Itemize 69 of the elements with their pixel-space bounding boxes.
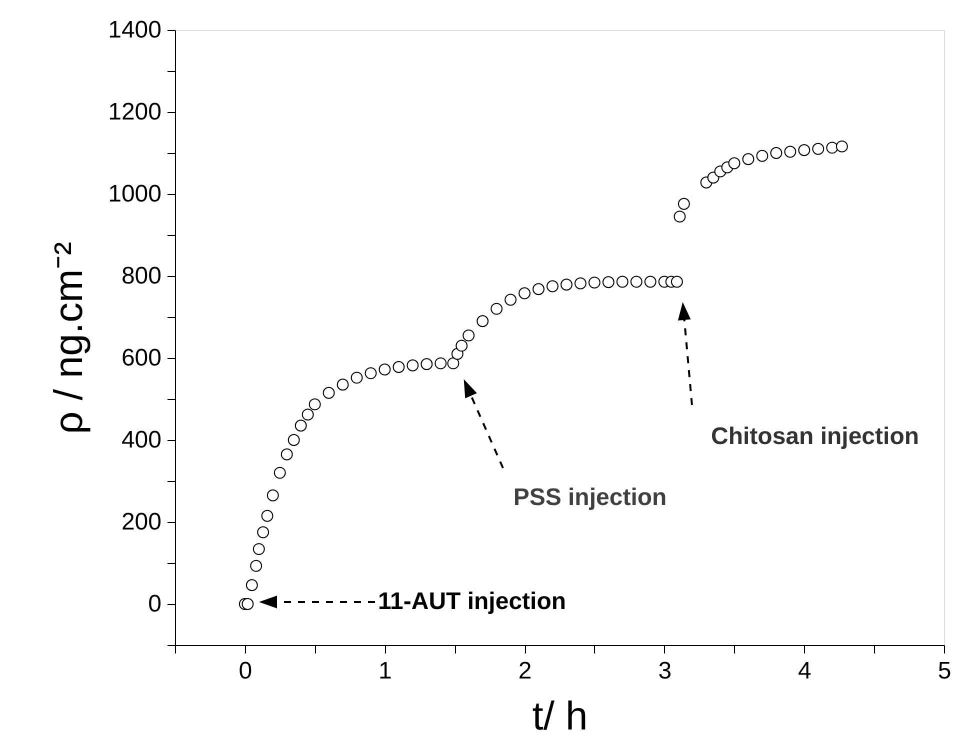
point <box>462 329 475 342</box>
point <box>302 408 314 421</box>
point <box>288 434 300 446</box>
point <box>728 157 740 170</box>
point <box>574 277 586 290</box>
point <box>674 210 686 223</box>
point <box>588 276 600 289</box>
point <box>476 315 489 328</box>
point <box>812 142 824 155</box>
point <box>261 510 274 522</box>
point <box>322 386 335 399</box>
y-tick-label: 200 <box>121 508 162 536</box>
point <box>532 283 545 296</box>
point <box>826 142 838 154</box>
point <box>308 398 321 410</box>
x-tick-label: 2 <box>518 658 532 684</box>
point <box>518 287 531 300</box>
point <box>246 579 258 592</box>
point <box>602 276 614 288</box>
point <box>364 367 377 380</box>
point <box>770 147 782 159</box>
point <box>250 560 262 572</box>
annotation: Chitosan injection <box>710 423 920 450</box>
y-axis-title: ρ / ng.cm⁻² <box>47 242 92 434</box>
x-tick-label: 5 <box>938 658 952 684</box>
x-tick-label: 3 <box>658 658 672 684</box>
y-tick-label: 0 <box>148 590 162 618</box>
point <box>406 359 419 372</box>
y-tick-label: 600 <box>121 344 162 372</box>
point <box>836 140 848 152</box>
point <box>434 357 447 370</box>
point <box>447 357 460 370</box>
point <box>560 278 572 291</box>
y-tick-label: 400 <box>121 426 162 454</box>
point <box>266 489 279 502</box>
point <box>504 294 517 306</box>
point <box>742 153 754 166</box>
x-tick-label: 1 <box>378 658 392 684</box>
point <box>252 543 265 556</box>
point <box>336 378 349 391</box>
point <box>678 198 690 210</box>
point <box>350 372 363 384</box>
point <box>257 526 270 538</box>
point <box>644 276 656 288</box>
point <box>392 361 405 373</box>
point <box>546 280 558 292</box>
x-axis-title: t/ h <box>532 694 588 738</box>
point <box>784 146 796 158</box>
point <box>630 276 642 288</box>
point <box>294 420 307 432</box>
point <box>798 144 810 156</box>
y-tick-label: 1000 <box>108 180 162 208</box>
y-tick-label: 800 <box>121 262 162 290</box>
point <box>280 448 293 460</box>
point <box>274 466 286 479</box>
x-tick-label: 0 <box>238 658 252 684</box>
point <box>420 358 433 370</box>
annotation: PSS injection <box>513 484 667 511</box>
point <box>490 302 503 315</box>
point <box>456 340 468 352</box>
annotation: 11-AUT injection <box>378 588 566 615</box>
point <box>242 598 254 610</box>
y-tick-label: 1200 <box>108 98 162 126</box>
x-tick-label: 4 <box>798 658 812 684</box>
point <box>670 276 683 288</box>
point <box>616 276 628 288</box>
point <box>378 364 391 376</box>
y-tick-label: 1400 <box>108 16 162 44</box>
point <box>756 150 768 162</box>
